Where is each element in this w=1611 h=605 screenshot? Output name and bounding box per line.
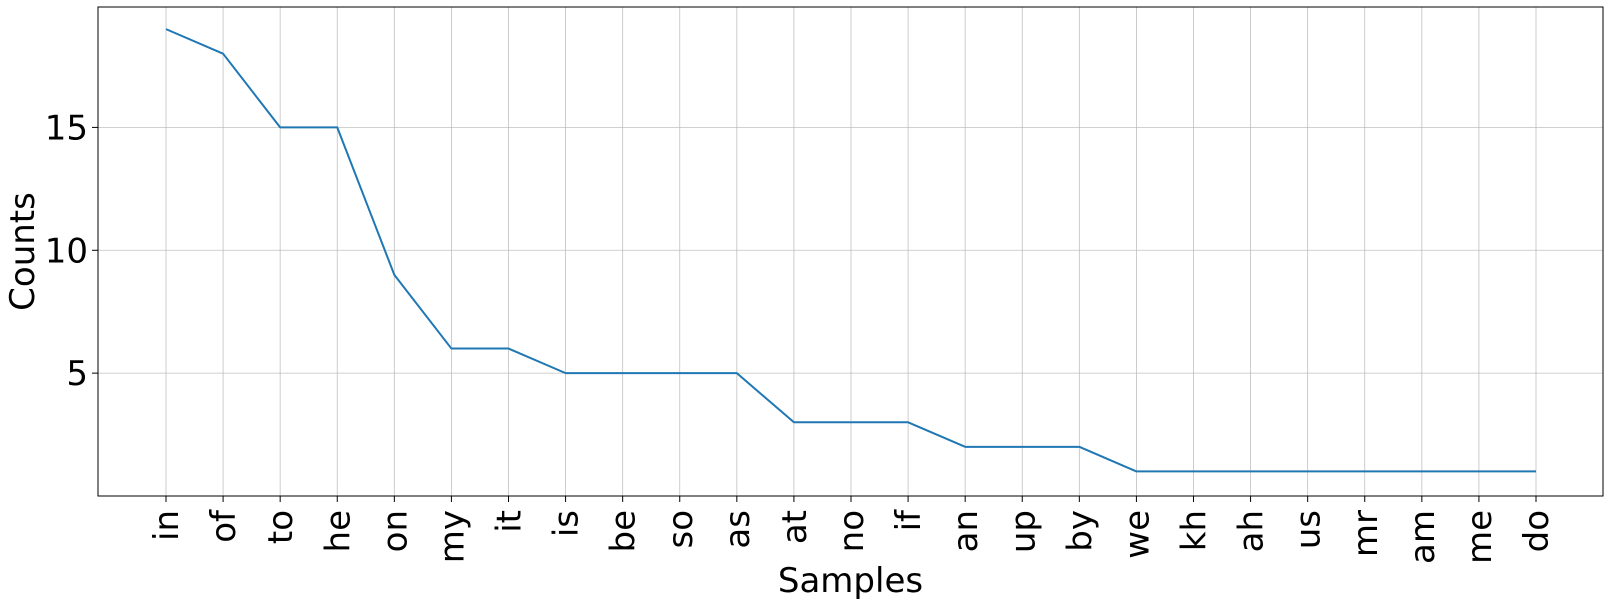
x-tick-label: no [832, 510, 872, 552]
y-axis-ticks: 5 10 15 [45, 108, 98, 394]
x-tick-label: as [718, 510, 758, 549]
x-tick-label: do [1517, 510, 1557, 552]
x-tick-label: ah [1232, 510, 1272, 552]
x-tick-label: mr [1346, 510, 1386, 557]
x-tick-label: on [375, 510, 415, 552]
y-tick-label: 5 [66, 354, 88, 394]
x-tick-label: he [318, 510, 358, 552]
y-axis-label: Counts [3, 192, 43, 311]
x-tick-label: we [1117, 510, 1157, 559]
x-tick-label: in [147, 510, 187, 541]
y-tick-label: 10 [45, 231, 88, 271]
x-tick-label: so [661, 510, 701, 549]
x-tick-label: it [490, 510, 530, 533]
x-tick-label: my [432, 510, 472, 563]
x-tick-label: am [1403, 510, 1443, 564]
x-tick-label: kh [1175, 510, 1215, 551]
x-axis-ticks: in of to he on my it is be so as at no if an up by we kh ah… [147, 496, 1557, 564]
x-tick-label: by [1060, 510, 1100, 552]
x-tick-label: be [604, 510, 644, 553]
x-tick-label: us [1289, 510, 1329, 549]
x-tick-label: at [775, 510, 815, 544]
x-tick-label: of [204, 509, 244, 543]
x-tick-label: to [261, 510, 301, 544]
x-tick-label: is [547, 510, 587, 537]
series-layer [165, 28, 1536, 473]
series-line [165, 28, 1536, 473]
y-tick-label: 15 [45, 108, 88, 148]
x-tick-label: up [1003, 510, 1043, 553]
x-tick-label: an [946, 510, 986, 552]
x-tick-label: me [1460, 510, 1500, 564]
x-tick-label: if [889, 509, 929, 531]
x-axis-label: Samples [778, 561, 923, 601]
grid [98, 7, 1603, 496]
